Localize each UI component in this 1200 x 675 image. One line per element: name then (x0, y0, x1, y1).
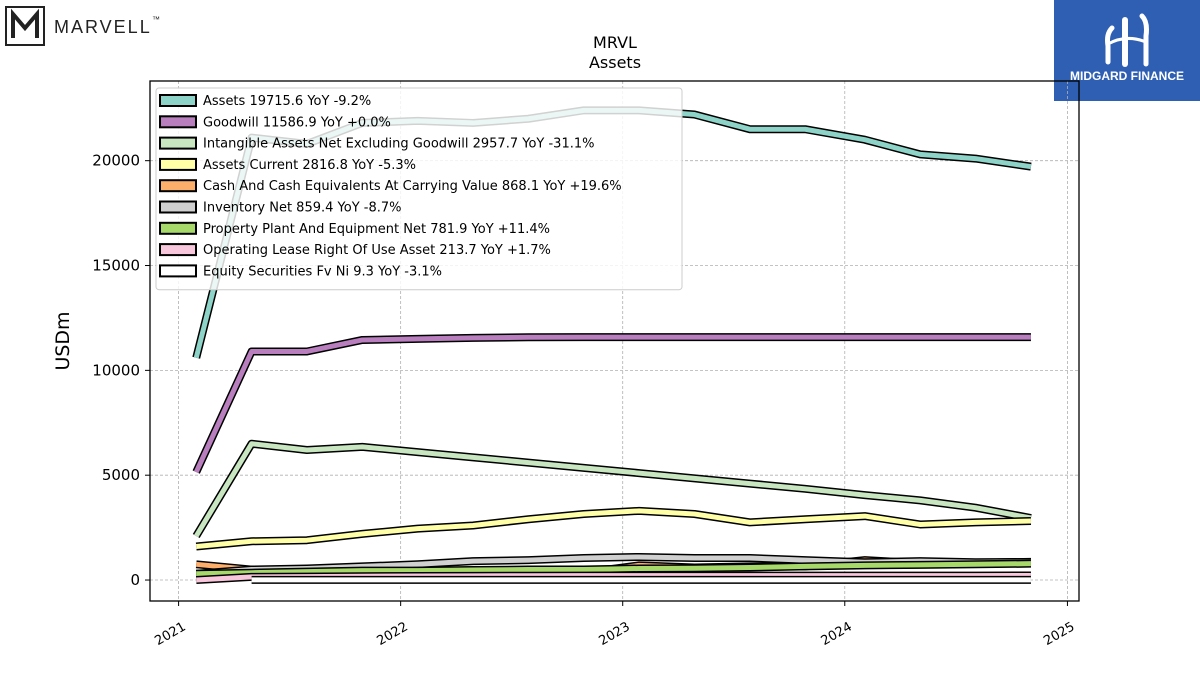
legend-swatch (159, 94, 197, 107)
x-tick-label: 2025 (1041, 619, 1077, 649)
y-axis: 0 5000 10000 15000 20000 (92, 152, 150, 589)
legend-swatch (159, 243, 197, 257)
y-tick-label: 20000 (92, 152, 140, 170)
y-tick-label: 15000 (92, 257, 140, 275)
midgard-finance-logo: MIDGARD FINANCE (1054, 0, 1200, 101)
series-intangible-assets-net-excluding-goodwill (192, 439, 1032, 539)
plot-frame (149, 80, 1080, 602)
series-line (193, 334, 1031, 474)
midgard-finance-logo-mark-icon: MIDGARD FINANCE (1070, 13, 1184, 83)
legend-box (155, 87, 683, 291)
legend-label: Goodwill 11586.9 YoY +0.0% (203, 115, 391, 130)
marvell-logo-mark-icon: MARVELL ™ (5, 6, 160, 46)
legend-label: Inventory Net 859.4 YoY -8.7% (203, 201, 402, 216)
legend-swatch (159, 157, 197, 171)
x-tick-label: 2021 (152, 619, 188, 649)
series-goodwill (192, 333, 1031, 474)
marvell-logo-text: MARVELL (54, 17, 152, 37)
y-tick-label: 10000 (92, 361, 140, 379)
legend-label: Intangible Assets Net Excluding Goodwill… (203, 137, 594, 152)
legend-swatch (159, 179, 197, 193)
legend-swatch (159, 115, 197, 129)
series-line (196, 508, 1032, 549)
legend-label: Operating Lease Right Of Use Asset 213.7… (203, 243, 551, 258)
legend: Assets 19715.6 YoY -9.2% Goodwill 11586.9… (155, 87, 683, 291)
x-tick-label: 2023 (597, 619, 633, 649)
legend-label: Assets 19715.6 YoY -9.2% (203, 94, 371, 109)
legend-swatch (159, 200, 197, 214)
x-tick-label: 2022 (374, 619, 410, 649)
chart-subtitle: Assets (589, 53, 641, 72)
x-axis: 2021 2022 2023 2024 2025 (152, 601, 1077, 649)
y-axis-label: USDm (52, 311, 74, 370)
legend-swatch (159, 221, 197, 235)
marvell-logo: MARVELL ™ (4, 4, 164, 48)
y-tick-label: 0 (130, 571, 140, 589)
series-line (194, 441, 1032, 538)
legend-swatch (159, 136, 197, 150)
legend-swatch (159, 264, 197, 278)
y-tick-label: 5000 (102, 466, 140, 484)
legend-label: Property Plant And Equipment Net 781.9 Y… (203, 222, 550, 237)
legend-label: Cash And Cash Equivalents At Carrying Va… (203, 179, 622, 194)
legend-label: Assets Current 2816.8 YoY -5.3% (203, 158, 416, 173)
series-line (196, 561, 1031, 577)
legend-label: Equity Securities Fv Ni 9.3 YoY -3.1% (203, 264, 442, 279)
chart-title: MRVL (593, 33, 637, 52)
trademark-mark: ™ (152, 15, 160, 24)
x-tick-label: 2024 (819, 619, 855, 649)
series-property-plant-and-equipment-net (196, 559, 1031, 578)
series-assets-current (195, 506, 1032, 551)
midgard-finance-logo-text: MIDGARD FINANCE (1070, 69, 1184, 83)
